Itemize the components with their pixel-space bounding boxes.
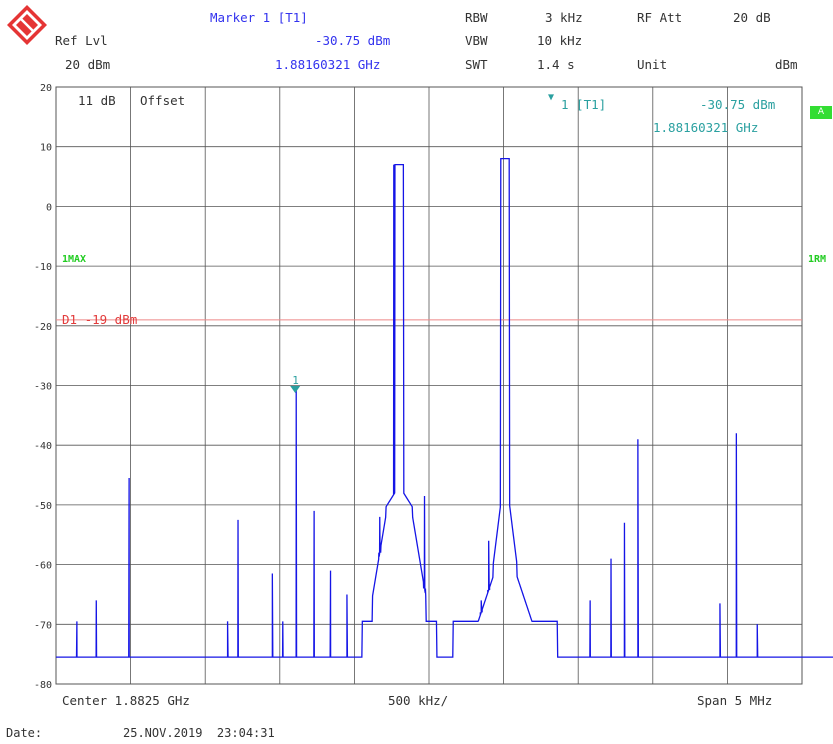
vbw-label: VBW	[465, 33, 488, 48]
offset-value: 11 dB	[78, 93, 116, 108]
marker-frequency: 1.88160321 GHz	[275, 57, 381, 72]
date-value: 25.NOV.2019 23:04:31	[123, 726, 275, 740]
vbw-value: 10 kHz	[537, 33, 583, 48]
span-label: Span 5 MHz	[697, 693, 773, 708]
y-tick-label: -20	[34, 322, 52, 333]
plot-grid	[55, 86, 803, 685]
rbw-label: RBW	[465, 10, 488, 25]
y-tick-label: -50	[34, 501, 52, 512]
center-frequency-label: Center 1.8825 GHz	[62, 693, 190, 708]
y-tick-label: -10	[34, 262, 52, 273]
trace-mode-right: 1RM	[808, 254, 827, 265]
swt-value: 1.4 s	[537, 57, 575, 72]
y-tick-label: 10	[40, 143, 52, 154]
spectrum-trace	[56, 157, 833, 658]
offset-label: Offset	[140, 93, 186, 108]
y-tick-labels: 20 10 0 -10 -20 -30 -40 -50 -60 -70 -80	[34, 83, 52, 691]
marker-1-triangle	[290, 385, 301, 393]
marker-1-number: 1	[292, 374, 299, 387]
y-tick-label: -70	[34, 620, 52, 631]
y-tick-label: -30	[34, 382, 52, 393]
rf-att-value: 20 dB	[733, 10, 771, 25]
a-badge: A	[810, 106, 832, 119]
rohde-schwarz-logo	[7, 5, 47, 45]
y-tick-label: -60	[34, 561, 52, 572]
marker-title: Marker 1 [T1]	[210, 10, 308, 25]
trace-mode-left: 1MAX	[62, 254, 87, 265]
y-tick-label: -40	[34, 441, 52, 452]
rbw-value: 3 kHz	[545, 10, 583, 25]
ref-level-value: 20 dBm	[65, 57, 111, 72]
marker-info-label: 1 [T1]	[561, 97, 607, 112]
ref-level-label: Ref Lvl	[55, 33, 108, 48]
display-line-label: D1 -19 dBm	[62, 312, 138, 327]
marker-level: -30.75 dBm	[315, 33, 391, 48]
y-tick-label: 20	[40, 83, 52, 94]
marker-info-level: -30.75 dBm	[700, 97, 776, 112]
unit-value: dBm	[775, 57, 798, 72]
marker-triangle-icon: ▼	[548, 92, 555, 103]
marker-info-frequency: 1.88160321 GHz	[653, 120, 759, 135]
y-tick-label: 0	[46, 202, 52, 213]
date-label: Date:	[6, 726, 43, 740]
swt-label: SWT	[465, 57, 488, 72]
division-label: 500 kHz/	[388, 693, 449, 708]
unit-label: Unit	[637, 57, 668, 72]
y-tick-label: -80	[34, 680, 52, 691]
rf-att-label: RF Att	[637, 10, 683, 25]
